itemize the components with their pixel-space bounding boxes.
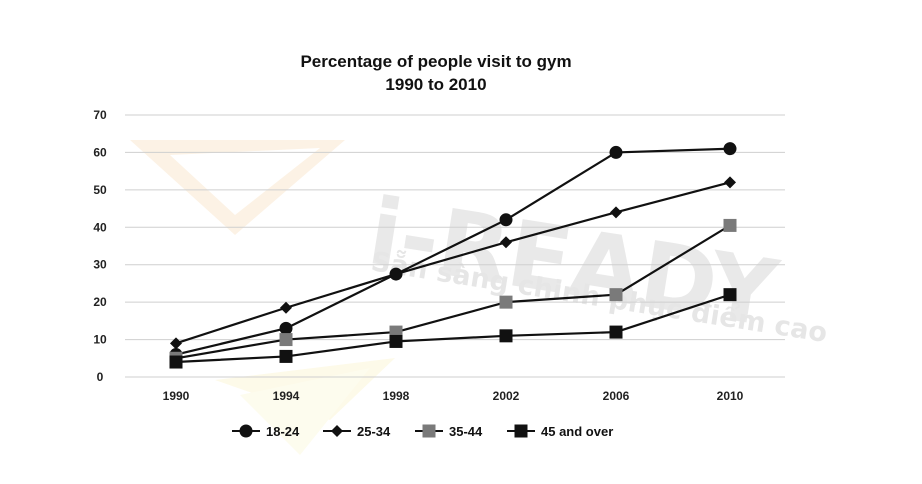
y-tick-label: 30 — [93, 258, 107, 272]
data-point-18-24 — [279, 321, 293, 335]
series-line-25-34 — [175, 181, 731, 345]
legend-label-18-24: 18-24 — [266, 424, 300, 439]
data-point-25-34 — [170, 337, 182, 350]
data-point-25-34 — [724, 176, 736, 189]
paper-plane-logo-icon — [130, 140, 395, 455]
y-tick-label: 70 — [93, 108, 107, 122]
legend-item-45-and-over: 45 and over — [507, 424, 613, 439]
y-tick-label: 0 — [97, 370, 104, 384]
data-point-18-24 — [499, 213, 513, 227]
series-line-35-44 — [175, 224, 731, 360]
legend-label-35-44: 35-44 — [449, 424, 483, 439]
legend-marker-45-and-over — [514, 424, 528, 438]
chart-title: Percentage of people visit to gym — [300, 52, 571, 71]
legend-label-45-and-over: 45 and over — [541, 424, 613, 439]
grid-lines — [125, 114, 785, 378]
y-tick-label: 20 — [93, 295, 107, 309]
legend-item-18-24: 18-24 — [232, 424, 300, 439]
data-point-25-34 — [390, 268, 402, 281]
x-tick-label: 2006 — [603, 389, 630, 403]
series-25-34 — [170, 176, 736, 350]
x-tick-label: 1994 — [273, 389, 300, 403]
data-point-45-and-over — [609, 325, 623, 339]
series-45-and-over — [169, 288, 737, 369]
series-line-45-and-over — [175, 293, 731, 364]
data-point-45-and-over — [499, 329, 513, 343]
legend-marker-35-44 — [422, 424, 436, 438]
data-point-25-34 — [610, 206, 622, 219]
data-point-45-and-over — [723, 288, 737, 302]
data-point-35-44 — [279, 333, 293, 347]
y-tick-label: 10 — [93, 333, 107, 347]
x-tick-label: 2010 — [717, 389, 744, 403]
chart-subtitle: 1990 to 2010 — [385, 75, 486, 94]
data-point-25-34 — [500, 236, 512, 249]
x-tick-label: 1998 — [383, 389, 410, 403]
x-tick-label: 2002 — [493, 389, 520, 403]
data-point-45-and-over — [169, 355, 183, 369]
data-point-35-44 — [499, 295, 513, 309]
data-point-18-24 — [723, 142, 737, 156]
series-line-18-24 — [175, 147, 731, 356]
legend-item-25-34: 25-34 — [323, 424, 391, 439]
y-tick-label: 60 — [93, 145, 107, 159]
data-point-35-44 — [609, 288, 623, 302]
legend-marker-25-34 — [331, 425, 343, 437]
series-lines — [169, 142, 737, 369]
x-tick-label: 1990 — [163, 389, 190, 403]
data-point-25-34 — [280, 301, 292, 314]
legend-item-35-44: 35-44 — [415, 424, 483, 439]
legend-label-25-34: 25-34 — [357, 424, 391, 439]
y-tick-label: 50 — [93, 183, 107, 197]
data-point-45-and-over — [279, 349, 293, 363]
legend: 18-24 25-34 35-44 45 and over — [232, 424, 613, 439]
axis-labels: 0 10 20 30 40 50 60 70 1990 1994 1998 2002 2006 2010 — [93, 108, 743, 403]
data-point-35-44 — [723, 218, 737, 232]
y-tick-label: 40 — [93, 220, 107, 234]
data-point-18-24 — [609, 145, 623, 159]
legend-marker-18-24 — [239, 424, 253, 438]
data-point-45-and-over — [389, 334, 403, 348]
